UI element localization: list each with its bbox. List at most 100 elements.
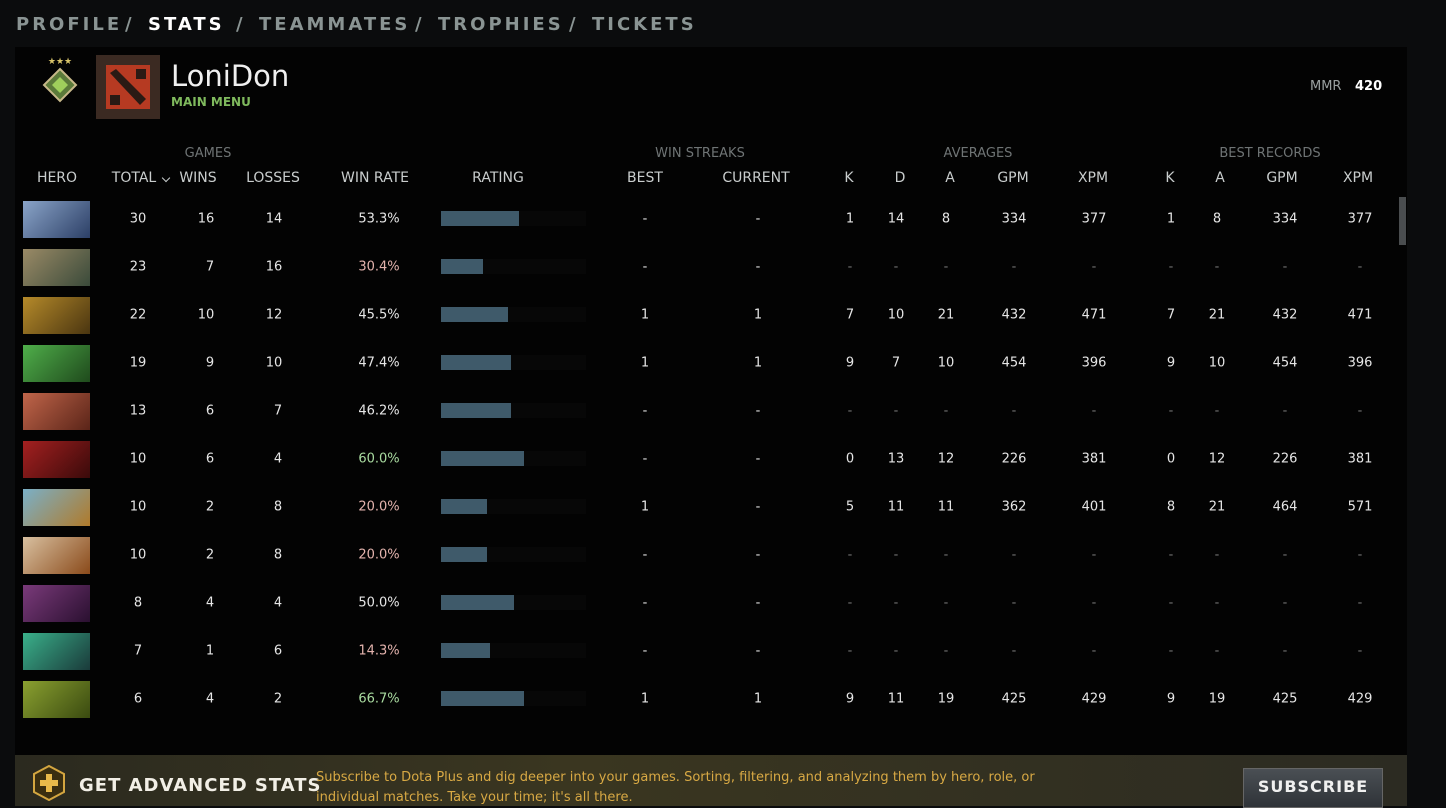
nav-separator: /	[236, 14, 243, 35]
stat-cell: 9	[845, 691, 855, 707]
total-cell: 8	[133, 595, 143, 611]
column-header[interactable]: A	[1215, 170, 1225, 186]
stat-cell: -	[847, 403, 853, 419]
losses-cell: 7	[273, 403, 283, 419]
plus-icon	[33, 765, 65, 801]
stat-cell: -	[1282, 547, 1288, 563]
rating-bar	[441, 307, 508, 322]
losses-cell: 12	[265, 307, 283, 323]
nav-tab[interactable]: TICKETS	[592, 14, 697, 35]
stat-cell: -	[755, 643, 761, 659]
nav-tab[interactable]: TROPHIES	[438, 14, 564, 35]
rating-bar	[441, 259, 484, 274]
column-header[interactable]: K	[1165, 170, 1175, 186]
stat-cell: -	[1214, 547, 1220, 563]
column-header[interactable]: GPM	[1266, 170, 1298, 186]
rank-icon: ★★★	[42, 57, 78, 103]
upsell-banner: GET ADVANCED STATS Subscribe to Dota Plu…	[15, 755, 1407, 808]
stat-cell: -	[755, 595, 761, 611]
stat-cell: 226	[1001, 451, 1027, 467]
stat-cell: 8	[1212, 211, 1222, 227]
stat-cell: 12	[937, 451, 955, 467]
win-rate-cell: 14.3%	[358, 643, 400, 659]
wins-cell: 9	[205, 355, 215, 371]
stat-cell: 21	[1208, 307, 1226, 323]
column-header[interactable]: XPM	[1077, 170, 1109, 186]
column-header[interactable]: BEST	[627, 170, 663, 186]
rating-bar	[441, 595, 514, 610]
win-rate-cell: 20.0%	[358, 499, 400, 515]
hero-icon	[23, 297, 90, 334]
stat-cell: -	[1282, 259, 1288, 275]
scrollbar[interactable]	[1399, 197, 1406, 245]
column-header[interactable]: TOTAL	[111, 170, 157, 186]
stat-cell: 334	[1272, 211, 1298, 227]
stat-cell: 226	[1272, 451, 1298, 467]
win-rate-cell: 50.0%	[358, 595, 400, 611]
stat-cell: 10	[1208, 355, 1226, 371]
win-rate-cell: 20.0%	[358, 547, 400, 563]
stat-cell: -	[755, 451, 761, 467]
banner-text: Subscribe to Dota Plus and dig deeper in…	[316, 770, 1035, 805]
win-rate-cell: 45.5%	[358, 307, 400, 323]
stat-cell: 10	[937, 355, 955, 371]
column-header[interactable]: D	[894, 170, 906, 186]
stat-cell: 471	[1347, 307, 1373, 323]
stat-cell: -	[1011, 259, 1017, 275]
stat-cell: 0	[1166, 451, 1176, 467]
stat-cell: -	[642, 451, 648, 467]
stat-cell: -	[1091, 595, 1097, 611]
stat-cell: -	[1168, 595, 1174, 611]
stat-cell: -	[847, 643, 853, 659]
total-cell: 23	[129, 259, 147, 275]
stat-cell: 1	[1166, 211, 1176, 227]
total-cell: 10	[129, 451, 147, 467]
stat-cell: -	[943, 643, 949, 659]
stat-cell: 464	[1272, 499, 1298, 515]
column-header[interactable]: XPM	[1342, 170, 1374, 186]
column-header[interactable]: A	[945, 170, 955, 186]
column-header[interactable]: CURRENT	[722, 170, 790, 186]
stat-cell: 10	[887, 307, 905, 323]
group-header: GAMES	[184, 146, 232, 161]
stat-cell: -	[1214, 259, 1220, 275]
hero-icon	[23, 537, 90, 574]
stat-cell: 429	[1081, 691, 1107, 707]
stat-cell: -	[943, 547, 949, 563]
column-header[interactable]: WIN RATE	[341, 170, 409, 186]
stat-cell: 377	[1081, 211, 1107, 227]
rating-bar	[441, 355, 511, 370]
stat-cell: 381	[1081, 451, 1107, 467]
avatar-logo	[106, 65, 150, 109]
stat-cell: 1	[640, 355, 650, 371]
column-header[interactable]: RATING	[472, 170, 524, 186]
column-header[interactable]: WINS	[179, 170, 217, 186]
stat-cell: -	[1214, 643, 1220, 659]
column-header[interactable]: LOSSES	[246, 170, 300, 186]
stat-cell: -	[1011, 547, 1017, 563]
stat-cell: 471	[1081, 307, 1107, 323]
stat-cell: 432	[1272, 307, 1298, 323]
stat-cell: -	[847, 259, 853, 275]
stat-cell: 425	[1001, 691, 1027, 707]
win-rate-cell: 46.2%	[358, 403, 400, 419]
stat-cell: -	[893, 259, 899, 275]
subscribe-button[interactable]: SUBSCRIBE	[1243, 768, 1383, 808]
losses-cell: 10	[265, 355, 283, 371]
win-rate-cell: 60.0%	[358, 451, 400, 467]
stat-cell: -	[1214, 595, 1220, 611]
stat-cell: -	[642, 259, 648, 275]
column-header[interactable]: HERO	[36, 170, 78, 186]
column-header[interactable]: K	[844, 170, 854, 186]
losses-cell: 8	[273, 499, 283, 515]
nav-tab[interactable]: TEAMMATES	[259, 14, 411, 35]
column-header[interactable]: GPM	[997, 170, 1029, 186]
stat-cell: 334	[1001, 211, 1027, 227]
group-header: AVERAGES	[943, 146, 1013, 161]
stat-cell: -	[1011, 595, 1017, 611]
nav-tab[interactable]: PROFILE	[16, 14, 123, 35]
stat-cell: -	[642, 403, 648, 419]
nav-tab[interactable]: STATS	[148, 14, 225, 35]
hero-icon	[23, 441, 90, 478]
